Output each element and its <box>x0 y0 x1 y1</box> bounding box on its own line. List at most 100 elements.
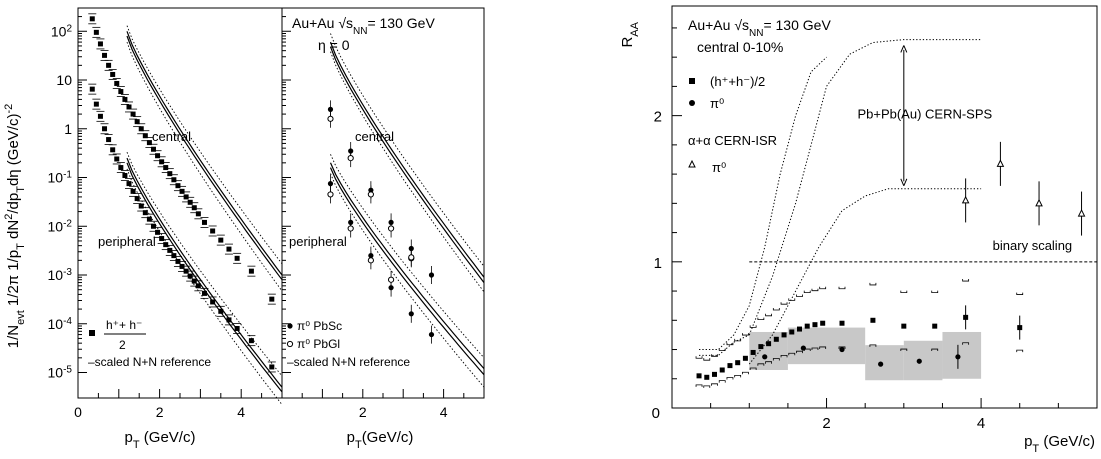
left-xtick-label-1: 2 <box>156 404 164 420</box>
right-syst-bracket <box>765 361 772 364</box>
middle-data-point <box>347 225 354 232</box>
left-data-point <box>210 228 216 234</box>
right-syst-bracket <box>703 358 711 361</box>
right-panel-frame <box>671 5 1098 409</box>
left-ytick-label-4: 10-2 <box>48 218 73 235</box>
middle-reference-curve <box>330 51 485 293</box>
middle-legend-pbsc: π⁰ PbSc <box>297 319 342 333</box>
middle-title: Au+Au √sNN= 130 GeV <box>292 15 435 37</box>
right-xtick-label-1: 2 <box>822 415 830 432</box>
right-annotation-binary: binary scaling <box>993 238 1073 253</box>
right-sps-arrow-head <box>900 178 908 187</box>
right-data-point <box>762 354 768 360</box>
left-data-point <box>175 183 181 189</box>
right-syst-bracket <box>734 338 742 342</box>
middle-reference-curve <box>329 162 485 369</box>
right-data-point <box>901 323 907 329</box>
right-syst-bracket <box>772 308 780 311</box>
left-label-central: central <box>152 129 191 144</box>
right-syst-bracket <box>796 350 803 354</box>
middle-reference-curve <box>329 46 485 283</box>
right-syst-bracket <box>788 298 796 301</box>
right-legend-h-marker <box>689 78 695 84</box>
left-data-point <box>179 188 185 194</box>
middle-data-point <box>347 155 354 162</box>
right-ytick-label-1: 2 <box>654 109 662 126</box>
middle-xlabel: pT(GeV/c) <box>347 429 414 451</box>
left-data-point <box>269 296 275 302</box>
right-syst-bracket <box>869 282 877 286</box>
right-data-point <box>963 314 969 320</box>
middle-reference-curve <box>329 41 485 278</box>
left-ytick-label-5: 10-3 <box>48 267 73 284</box>
left-data-point <box>89 16 95 22</box>
left-data-point <box>110 147 116 153</box>
middle-data-point <box>367 257 374 264</box>
middle-legend-pbgl-marker <box>286 340 294 348</box>
left-reference-curve <box>126 157 283 388</box>
left-data-point <box>159 236 165 242</box>
right-syst-bracket <box>749 325 757 328</box>
right-syst-band <box>787 327 866 365</box>
left-data-point <box>130 111 136 117</box>
left-data-point <box>138 126 144 132</box>
left-data-point <box>195 211 201 217</box>
right-data-point <box>781 332 787 338</box>
right-data-point <box>955 354 961 360</box>
middle-data-point <box>367 191 374 198</box>
middle-reference-curve <box>330 33 485 267</box>
middle-subtitle: η = 0 <box>318 37 350 53</box>
left-data-point <box>179 263 185 269</box>
right-data-point <box>727 363 733 369</box>
right-syst-bracket <box>772 358 780 361</box>
right-syst-bracket <box>765 313 772 317</box>
right-legend-isr-pi0: π⁰ <box>712 160 726 175</box>
right-sps-lower-curve <box>748 188 982 365</box>
right-syst-band <box>865 345 904 381</box>
middle-label-peripheral: peripheral <box>289 234 347 249</box>
left-xlabel: pT (GeV/c) <box>125 429 196 451</box>
right-data-point <box>996 159 1005 167</box>
left-reference-curve <box>126 41 283 292</box>
right-data-point <box>735 360 741 366</box>
right-syst-bracket <box>734 374 742 378</box>
right-data-point <box>878 361 884 367</box>
right-syst-bracket <box>742 333 749 336</box>
right-data-point <box>932 323 938 329</box>
left-data-point <box>106 62 112 68</box>
left-data-point <box>110 71 116 77</box>
right-sps-inner-curve <box>699 56 827 351</box>
left-legend-h-den: 2 <box>119 338 126 352</box>
left-reference-curve <box>126 25 283 265</box>
right-syst-bracket <box>900 290 908 294</box>
right-legend-isr-title: α+α CERN-ISR <box>688 133 777 148</box>
right-syst-bracket <box>757 363 765 366</box>
middle-data-point <box>327 191 334 198</box>
middle-data-point <box>327 181 334 187</box>
left-data-point <box>191 278 197 284</box>
left-data-point <box>248 338 254 344</box>
right-syst-bracket <box>749 367 757 371</box>
left-data-point <box>97 113 103 119</box>
left-data-point <box>183 194 189 200</box>
left-data-point <box>155 229 161 235</box>
left-data-point <box>138 203 144 209</box>
right-syst-bracket <box>900 348 908 352</box>
left-data-point <box>201 290 207 296</box>
right-syst-bracket <box>931 290 939 294</box>
right-data-point <box>820 320 826 326</box>
left-data-point <box>155 153 161 159</box>
right-annotation-sps: Pb+Pb(Au) CERN-SPS <box>857 107 992 122</box>
left-data-point <box>97 41 103 47</box>
left-data-point <box>122 172 128 178</box>
left-data-point <box>142 133 148 139</box>
right-syst-band <box>749 331 788 370</box>
left-data-point <box>134 196 140 202</box>
left-data-point <box>226 317 232 323</box>
left-xtick-label-2: 4 <box>237 404 245 420</box>
right-data-point <box>812 322 818 328</box>
middle-data-point <box>387 225 395 232</box>
middle-legend-ref: –scaled N+N reference <box>287 355 410 369</box>
left-data-point <box>171 253 177 259</box>
